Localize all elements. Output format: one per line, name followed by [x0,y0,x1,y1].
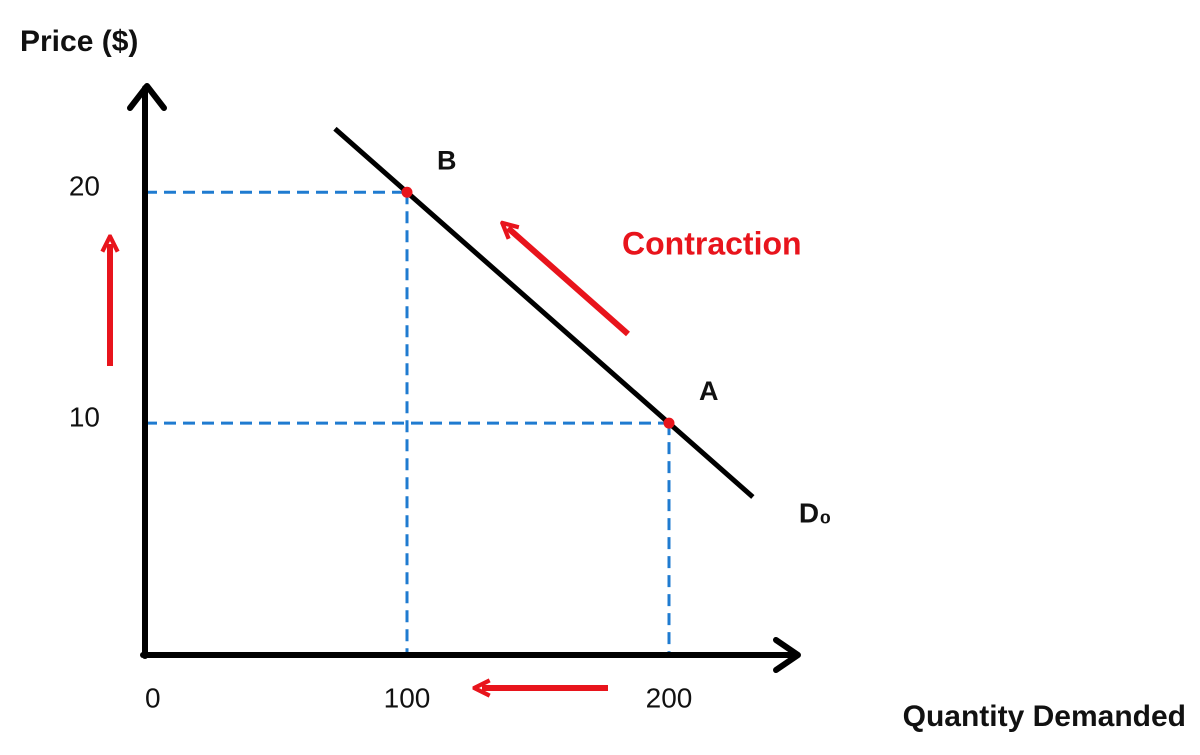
point-label: A [699,376,719,406]
x-tick-label: 100 [384,682,431,713]
point-label: B [437,145,457,175]
y-axis-label: Price ($) [20,25,138,58]
point [663,417,675,429]
x-axis-label: Quantity Demanded [903,700,1186,733]
y-tick-label: 10 [69,401,100,432]
x-tick-label: 0 [145,682,161,713]
plot-area [145,126,755,654]
x-tick-label: 200 [646,682,693,713]
x-axis-arrow [773,637,801,673]
movement-arrows [110,228,630,688]
contraction-arrow [508,228,630,337]
series-label: D₀ [799,497,832,528]
annotation: Contraction [622,225,802,261]
y-axis-arrow [127,83,167,111]
axes [127,83,801,673]
point [401,186,413,198]
demand-line [333,126,755,499]
y-tick-label: 20 [69,171,100,202]
